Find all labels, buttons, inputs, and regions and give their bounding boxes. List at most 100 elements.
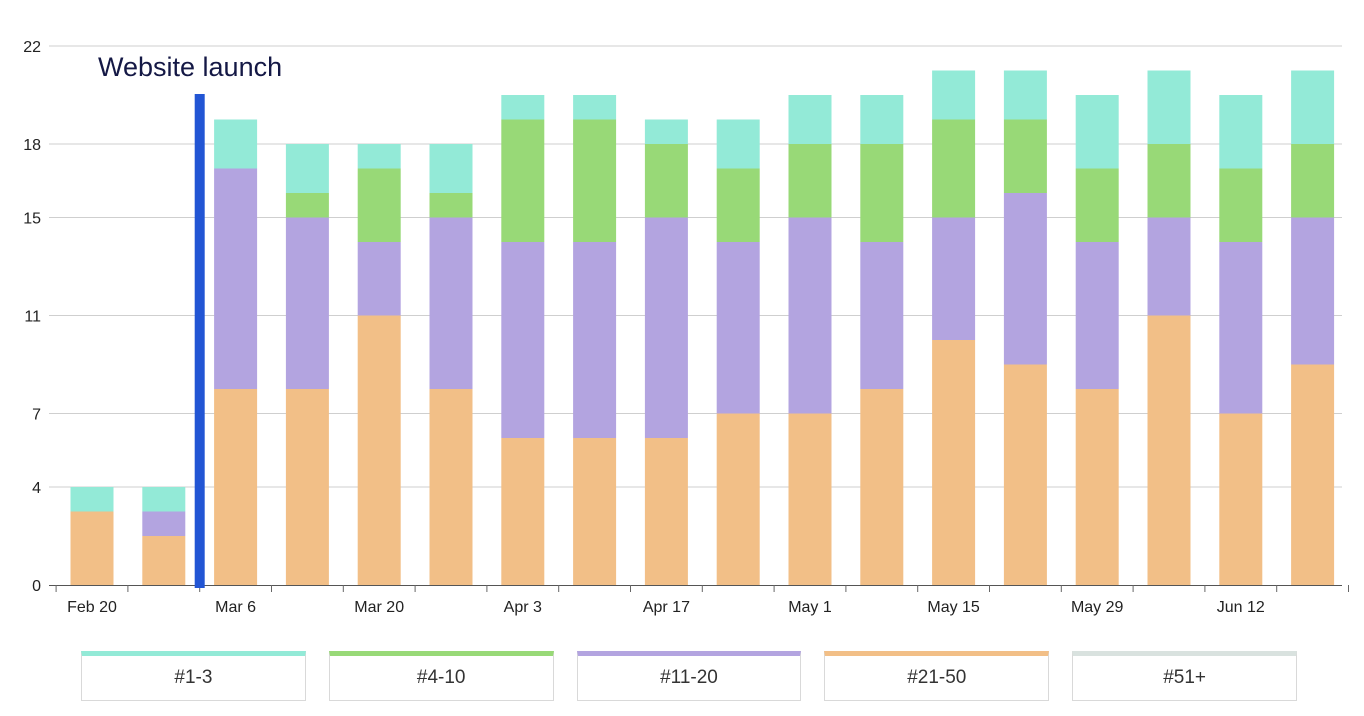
- bar-segment: [214, 168, 258, 389]
- bar-segment: [644, 438, 688, 585]
- bar-segment: [1219, 413, 1263, 585]
- legend-item[interactable]: #11-20: [576, 651, 802, 701]
- bar-segment: [429, 193, 473, 218]
- legend-label: #51+: [1163, 667, 1206, 688]
- bar-segment: [1003, 193, 1047, 365]
- bar-segment: [1003, 70, 1047, 120]
- bar-segment: [1219, 168, 1263, 242]
- bar-segment: [357, 168, 401, 242]
- x-tick-label: Apr 17: [643, 599, 690, 616]
- y-tick-label: 22: [23, 39, 41, 56]
- bar-segment: [788, 413, 832, 585]
- x-tick-label: Mar 6: [215, 599, 256, 616]
- bar-segment: [716, 413, 760, 585]
- x-tick-label: Apr 3: [504, 599, 542, 616]
- bar-segment: [1075, 242, 1119, 389]
- legend-label: #11-20: [660, 667, 718, 688]
- bar-segment: [573, 242, 617, 438]
- legend-item[interactable]: #1-3: [81, 651, 306, 701]
- bar-segment: [860, 144, 904, 242]
- bar-segment: [1291, 217, 1335, 365]
- x-tick-label: May 15: [927, 599, 980, 616]
- bar-segment: [860, 95, 904, 144]
- bar-segment: [1075, 168, 1119, 242]
- legend-label: #1-3: [174, 667, 213, 688]
- bar-segment: [70, 487, 114, 512]
- chart-plot-area: 0 4 7 11 15 18 22 Feb 20 Mar 6 Mar 20 Apr 3 Apr 17 M…: [23, 39, 1349, 616]
- bar-segment: [788, 144, 832, 218]
- bar-segment: [1147, 70, 1191, 144]
- bars: [70, 70, 1335, 585]
- bar-segment: [573, 438, 617, 585]
- bar-segment: [501, 438, 545, 585]
- bar-segment: [1075, 389, 1119, 585]
- bar-segment: [860, 389, 904, 585]
- legend: #1-3 #4-10 #11-20 #21-50 #51+: [81, 651, 1297, 701]
- bar-segment: [1291, 364, 1335, 585]
- bar-segment: [932, 217, 976, 340]
- bar-segment: [501, 95, 545, 120]
- annotation: Website launch: [98, 52, 282, 588]
- bar-segment: [1147, 217, 1191, 316]
- bar-segment: [501, 242, 545, 438]
- bar-segment: [1291, 144, 1335, 218]
- bar-segment: [501, 119, 545, 242]
- bar-segment: [214, 389, 258, 585]
- bar-segment: [932, 340, 976, 585]
- bar-segment: [716, 168, 760, 242]
- y-tick-label: 0: [32, 578, 41, 595]
- legend-item[interactable]: #21-50: [824, 651, 1050, 701]
- bar-segment: [860, 242, 904, 389]
- x-tick-label: Mar 20: [354, 599, 404, 616]
- bar-segment: [1147, 315, 1191, 585]
- bar-segment: [932, 119, 976, 218]
- bar-segment: [285, 144, 329, 193]
- bar-segment: [357, 315, 401, 585]
- legend-label: #21-50: [907, 667, 967, 688]
- bar-segment: [716, 242, 760, 414]
- bar-segment: [788, 95, 832, 144]
- bar-segment: [285, 193, 329, 218]
- bar-segment: [285, 389, 329, 585]
- bar-segment: [70, 511, 114, 585]
- bar-segment: [573, 119, 617, 242]
- bar-segment: [142, 536, 186, 585]
- bar-segment: [357, 144, 401, 169]
- bar-segment: [1147, 144, 1191, 218]
- x-tick-label: May 1: [788, 599, 832, 616]
- legend-item[interactable]: #4-10: [328, 651, 554, 701]
- axes: 0 4 7 11 15 18 22 Feb 20 Mar 6 Mar 20 Apr 3 Apr 17 M…: [23, 39, 1349, 616]
- bar-segment: [1075, 95, 1119, 169]
- bar-segment: [429, 144, 473, 193]
- legend-label: #4-10: [416, 667, 466, 688]
- legend-item[interactable]: #51+: [1072, 651, 1297, 701]
- bar-segment: [429, 217, 473, 389]
- website-launch-marker: [194, 94, 205, 588]
- bar-segment: [285, 217, 329, 389]
- bar-segment: [429, 389, 473, 585]
- bar-segment: [1219, 95, 1263, 169]
- bar-segment: [1219, 242, 1263, 414]
- bar-segment: [644, 144, 688, 218]
- bar-segment: [357, 242, 401, 316]
- y-tick-label: 4: [32, 480, 41, 497]
- bar-segment: [788, 217, 832, 414]
- bar-segment: [1003, 364, 1047, 585]
- bar-segment: [142, 487, 186, 512]
- grid-lines: [49, 45, 1342, 488]
- bar-segment: [716, 119, 760, 169]
- y-tick-label: 7: [32, 407, 41, 424]
- y-tick-label: 18: [23, 137, 41, 154]
- x-tick-label: Jun 12: [1217, 599, 1265, 616]
- bar-segment: [644, 119, 688, 144]
- y-tick-label: 15: [23, 211, 41, 228]
- website-launch-label: Website launch: [98, 52, 282, 82]
- x-tick-label: May 29: [1071, 599, 1124, 616]
- bar-segment: [932, 70, 976, 120]
- x-tick-label: Feb 20: [67, 599, 117, 616]
- bar-segment: [142, 511, 186, 536]
- y-tick-label: 11: [24, 309, 41, 326]
- bar-segment: [1291, 70, 1335, 144]
- bar-segment: [1003, 119, 1047, 193]
